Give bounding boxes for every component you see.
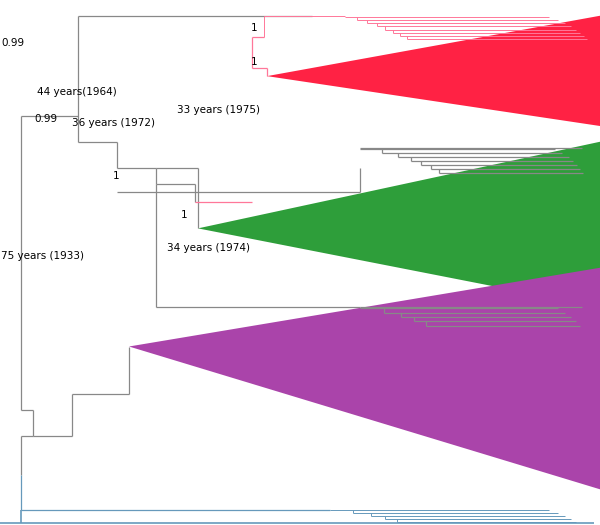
- Text: 1: 1: [181, 211, 188, 220]
- Polygon shape: [267, 16, 600, 126]
- Text: 1: 1: [251, 23, 257, 33]
- Text: 75 years (1933): 75 years (1933): [1, 251, 84, 261]
- Text: 34 years (1974): 34 years (1974): [167, 243, 250, 253]
- Text: 36 years (1972): 36 years (1972): [72, 118, 155, 128]
- Text: 1: 1: [251, 57, 257, 67]
- Text: 1: 1: [113, 171, 119, 181]
- Text: 0.99: 0.99: [1, 38, 25, 48]
- Text: 44 years(1964): 44 years(1964): [37, 87, 117, 97]
- Text: 33 years (1975): 33 years (1975): [177, 105, 260, 115]
- Text: 0.99: 0.99: [35, 114, 58, 124]
- Polygon shape: [198, 142, 600, 307]
- Polygon shape: [129, 268, 600, 489]
